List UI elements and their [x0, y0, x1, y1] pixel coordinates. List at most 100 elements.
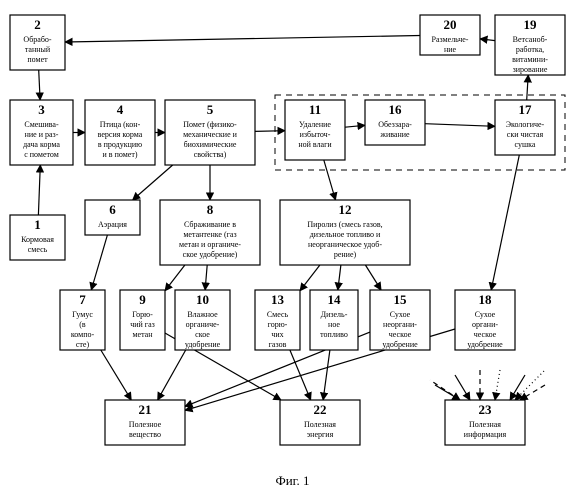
node-label-line: Смешива- — [24, 120, 59, 129]
node-number: 6 — [109, 202, 116, 217]
node-label-line: чих — [271, 330, 283, 339]
node-20: 20 Размельче-ние — [420, 15, 480, 55]
node-13: 13Смесьгорю-чихгазов — [255, 290, 300, 350]
node-number: 15 — [394, 292, 408, 307]
node-label-line: ски чистая — [507, 130, 544, 139]
node-number: 17 — [519, 102, 533, 117]
info-arrow-4 — [510, 375, 525, 400]
node-6: 6 Аэрация — [85, 200, 140, 235]
node-label-line: газов — [269, 340, 287, 349]
node-label-line: Смесь — [267, 310, 289, 319]
node-number: 23 — [479, 402, 493, 417]
node-label-line: сушка — [515, 140, 536, 149]
edge-n11-n16 — [345, 125, 365, 127]
node-label-line: энергия — [307, 430, 334, 439]
node-10: 10Влажноеорганиче-скоеудобрение — [175, 290, 230, 350]
node-number: 10 — [196, 292, 209, 307]
node-number: 13 — [271, 292, 285, 307]
node-label-line: избыточ- — [300, 130, 331, 139]
node-8: 8Сбраживание вметантенке (газметан и орг… — [160, 200, 260, 265]
node-label-line: Сухое — [390, 310, 411, 319]
edge-n2-n3 — [39, 70, 40, 100]
node-9: 9Горю-чий газметан — [120, 290, 165, 350]
node-number: 19 — [524, 17, 538, 32]
node-label-line: помет — [27, 55, 48, 64]
node-label-line: ние — [444, 45, 457, 54]
node-label-line: работка, — [516, 45, 544, 54]
info-arrow-5 — [520, 385, 545, 400]
node-label-line: рение) — [334, 250, 357, 259]
edge-n12-n15 — [365, 265, 381, 290]
node-15: 15Сухоенеоргани-ческоеудобрение — [370, 290, 430, 350]
node-label-line: информация — [464, 430, 507, 439]
node-label-line: метан и органиче- — [179, 240, 241, 249]
node-label-line: Удаление — [299, 120, 331, 129]
node-label-line: Обрабо- — [23, 35, 51, 44]
node-label-line: ское — [195, 330, 210, 339]
edge-n10-n21 — [158, 350, 186, 400]
node-4: 4Птица (кон-версия кормав продукциюи в п… — [85, 100, 155, 165]
node-label-line: ческое — [474, 330, 497, 339]
node-label-line: вещество — [129, 430, 161, 439]
node-14: 14Дизель-ноетопливо — [310, 290, 358, 350]
node-label-line: свойства) — [194, 150, 227, 159]
node-label-line: неоргани- — [383, 320, 417, 329]
node-19: 19Ветсаноб-работка,витамини-зирование — [495, 15, 565, 75]
node-5: 5Помет (физико-механические ибиохимическ… — [165, 100, 255, 165]
node-number: 16 — [389, 102, 403, 117]
edge-n8-n10 — [205, 265, 207, 290]
node-label-line: (в — [79, 320, 86, 329]
node-label-line: органиче- — [186, 320, 220, 329]
node-21: 21Полезноевещество — [105, 400, 185, 445]
edge-n7-n21 — [101, 350, 132, 400]
info-arrow-1 — [455, 375, 470, 400]
edge-n16-n17 — [425, 124, 495, 127]
node-label-line: ское удобрение) — [183, 250, 238, 259]
node-2: 2 Обрабо-танныйпомет — [10, 15, 65, 70]
node-label-line: метантенке (газ — [183, 230, 236, 239]
node-number: 22 — [314, 402, 327, 417]
node-label-line: органи- — [472, 320, 498, 329]
node-label-line: ное — [328, 320, 340, 329]
node-label-line: Влажное — [187, 310, 218, 319]
node-16: 16Обеззара-живание — [365, 100, 425, 145]
node-label-line: удобрение — [467, 340, 503, 349]
node-label-line: танный — [25, 45, 51, 54]
node-number: 2 — [34, 17, 41, 32]
node-label-line: Размельче- — [432, 35, 469, 44]
edge-n17-n18 — [491, 155, 519, 290]
node-number: 11 — [309, 102, 321, 117]
node-label-line: ние и раз- — [25, 130, 59, 139]
edge-n12-n14 — [338, 265, 341, 290]
node-label-line: сте) — [76, 340, 90, 349]
edge-n5-n11 — [255, 131, 285, 132]
node-label-line: неорганическое удоб- — [308, 240, 382, 249]
edge-n20-n2 — [65, 36, 420, 43]
edge-n5-n6 — [133, 165, 173, 200]
node-label-line: Полезное — [129, 420, 162, 429]
node-label-line: дизельное топливо и — [310, 230, 381, 239]
node-label-line: витамини- — [512, 55, 548, 64]
node-7: 7Гумус(вкомпо-сте) — [60, 290, 105, 350]
node-label-line: Полезная — [304, 420, 336, 429]
node-label-line: Аэрация — [98, 220, 127, 229]
node-label-line: компо- — [71, 330, 95, 339]
edge-n19-n20 — [480, 39, 495, 41]
node-label-line: Кормовая — [21, 235, 54, 244]
node-23: 23Полезнаяинформация — [445, 400, 525, 445]
node-number: 4 — [117, 102, 124, 117]
node-number: 5 — [207, 102, 214, 117]
node-label-line: ческое — [389, 330, 412, 339]
node-label-line: Дизель- — [321, 310, 348, 319]
node-label-line: живание — [379, 130, 410, 139]
node-number: 20 — [444, 17, 457, 32]
node-label-line: Гумус — [72, 310, 93, 319]
node-number: 3 — [38, 102, 45, 117]
node-label-line: Ветсаноб- — [513, 35, 548, 44]
node-11: 11Удалениеизбыточ-ной влаги — [285, 100, 345, 160]
node-label-line: механические и — [183, 130, 238, 139]
node-number: 12 — [339, 202, 352, 217]
node-18: 18Сухоеоргани-ческоеудобрение — [455, 290, 515, 350]
node-label-line: Помет (физико- — [183, 120, 237, 129]
edge-n12-n13 — [300, 265, 320, 291]
